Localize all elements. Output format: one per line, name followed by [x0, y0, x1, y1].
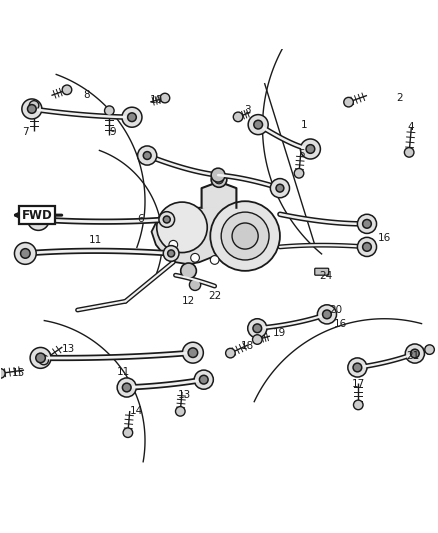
Circle shape — [163, 246, 179, 261]
Circle shape — [62, 85, 72, 94]
Circle shape — [344, 98, 353, 107]
Circle shape — [138, 146, 157, 165]
Text: 19: 19 — [272, 328, 286, 337]
Circle shape — [276, 184, 284, 192]
Circle shape — [189, 279, 201, 290]
Circle shape — [21, 249, 30, 258]
Circle shape — [357, 237, 377, 256]
Text: 9: 9 — [109, 127, 116, 138]
Circle shape — [36, 353, 46, 362]
Circle shape — [194, 370, 213, 389]
Text: 18: 18 — [240, 341, 254, 351]
Circle shape — [253, 335, 262, 344]
Circle shape — [0, 369, 5, 378]
Text: 2: 2 — [396, 93, 403, 103]
Text: 1: 1 — [300, 120, 307, 130]
Circle shape — [211, 168, 225, 182]
FancyBboxPatch shape — [315, 268, 328, 275]
Circle shape — [210, 201, 280, 271]
Circle shape — [294, 168, 304, 178]
Text: 16: 16 — [378, 233, 391, 243]
Text: 5: 5 — [298, 149, 305, 159]
Circle shape — [181, 263, 196, 279]
Text: 21: 21 — [406, 351, 419, 361]
Circle shape — [363, 220, 371, 228]
Circle shape — [405, 344, 424, 363]
Circle shape — [363, 243, 371, 251]
Circle shape — [28, 208, 49, 230]
Circle shape — [159, 212, 175, 228]
Text: 22: 22 — [208, 291, 221, 301]
Circle shape — [215, 175, 223, 184]
Circle shape — [353, 363, 362, 372]
Polygon shape — [152, 206, 276, 264]
Circle shape — [226, 349, 235, 358]
Circle shape — [425, 345, 434, 354]
Circle shape — [117, 378, 136, 397]
Circle shape — [211, 172, 227, 187]
Text: 13: 13 — [62, 344, 75, 354]
Circle shape — [183, 342, 203, 363]
Text: 13: 13 — [177, 390, 191, 400]
Circle shape — [254, 120, 262, 129]
Text: 14: 14 — [130, 406, 143, 416]
Text: 24: 24 — [319, 271, 332, 281]
Circle shape — [34, 215, 43, 224]
Text: FWD: FWD — [22, 208, 53, 222]
Text: 7: 7 — [22, 126, 28, 136]
Text: 11: 11 — [88, 236, 102, 245]
Circle shape — [105, 106, 114, 116]
Circle shape — [122, 107, 142, 127]
Text: 15: 15 — [12, 368, 25, 378]
Circle shape — [188, 348, 198, 358]
Circle shape — [210, 256, 219, 264]
Circle shape — [357, 214, 377, 233]
Circle shape — [232, 223, 258, 249]
Circle shape — [248, 115, 268, 135]
Polygon shape — [201, 182, 237, 208]
Circle shape — [30, 348, 51, 368]
Circle shape — [168, 250, 175, 257]
Circle shape — [176, 407, 185, 416]
Circle shape — [221, 212, 269, 260]
Text: 6: 6 — [138, 214, 144, 224]
Text: 4: 4 — [407, 122, 414, 132]
Circle shape — [169, 240, 178, 249]
Text: 11: 11 — [117, 367, 130, 377]
Text: 8: 8 — [83, 90, 89, 100]
Circle shape — [191, 254, 199, 262]
Circle shape — [253, 324, 261, 333]
Circle shape — [160, 93, 170, 103]
Circle shape — [14, 243, 36, 264]
Text: 12: 12 — [182, 296, 195, 306]
Circle shape — [404, 148, 414, 157]
Circle shape — [233, 112, 243, 122]
Circle shape — [28, 104, 36, 114]
Text: 16: 16 — [334, 319, 347, 329]
Circle shape — [29, 101, 39, 110]
Circle shape — [127, 113, 136, 122]
Circle shape — [300, 139, 321, 159]
Circle shape — [39, 355, 49, 365]
Circle shape — [353, 400, 363, 410]
Circle shape — [163, 216, 170, 223]
Circle shape — [199, 375, 208, 384]
Circle shape — [270, 179, 290, 198]
Text: 10: 10 — [149, 95, 162, 105]
Circle shape — [248, 319, 267, 338]
Text: 3: 3 — [244, 105, 251, 115]
Text: 17: 17 — [352, 379, 365, 389]
Circle shape — [123, 428, 133, 438]
Circle shape — [22, 99, 42, 119]
Circle shape — [410, 349, 419, 358]
Circle shape — [306, 144, 315, 154]
Circle shape — [348, 358, 367, 377]
Circle shape — [122, 383, 131, 392]
Circle shape — [318, 305, 336, 324]
Circle shape — [143, 151, 151, 159]
Text: 20: 20 — [329, 305, 342, 315]
Circle shape — [322, 310, 331, 319]
Circle shape — [157, 202, 207, 253]
